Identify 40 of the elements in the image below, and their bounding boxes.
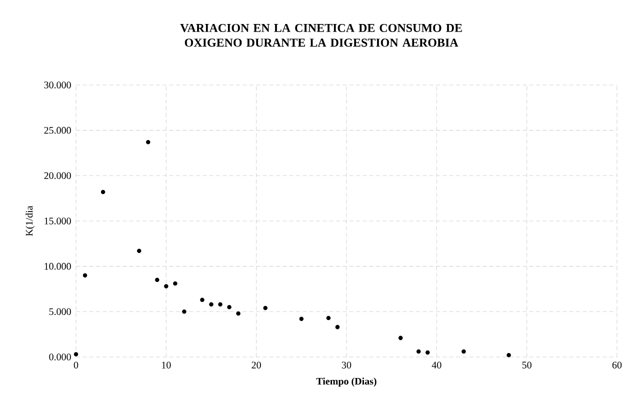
point [236,311,240,316]
x-tick-label: 50 [522,362,532,368]
point [164,284,168,288]
point [155,278,160,282]
point [82,273,88,278]
x-tick-label: 10 [162,362,171,368]
y-axis-title: K(1/dia [26,206,35,236]
x-axis-title: Tiempo (Dias) [316,378,376,387]
y-tick-label: 15.000 [44,218,71,224]
x-tick-label: 20 [252,362,261,368]
y-tick-label: 10.000 [44,262,71,270]
point [173,281,178,286]
x-tick-label: 0 [74,362,78,368]
x-tick-label: 30 [342,362,352,368]
point [416,349,421,354]
point [263,306,268,310]
point [146,140,150,144]
point [299,316,304,322]
y-tick-label: 30.000 [44,82,71,88]
point [74,352,78,356]
chart-title: VARIACION EN LA CINETICA DE CONSUMO DE OXIGENO DURANTE LA DIGESTION AEROBIA [180,24,462,47]
y-tick-label: 25.000 [44,126,71,134]
y-tick-label: 20.000 [44,172,71,180]
point [398,336,403,340]
point [506,353,511,358]
point [100,190,106,194]
y-tick-label: 0.000 [49,354,71,360]
point [227,304,232,310]
point [136,248,142,254]
point [200,298,204,302]
point [182,310,186,314]
point [326,316,331,320]
point [218,302,222,307]
point [426,350,430,355]
point [335,324,340,330]
x-tick-label: 60 [612,362,622,368]
point [209,302,214,307]
y-tick-label: 5.000 [49,308,71,316]
point [462,349,466,354]
x-tick-label: 40 [432,362,442,368]
